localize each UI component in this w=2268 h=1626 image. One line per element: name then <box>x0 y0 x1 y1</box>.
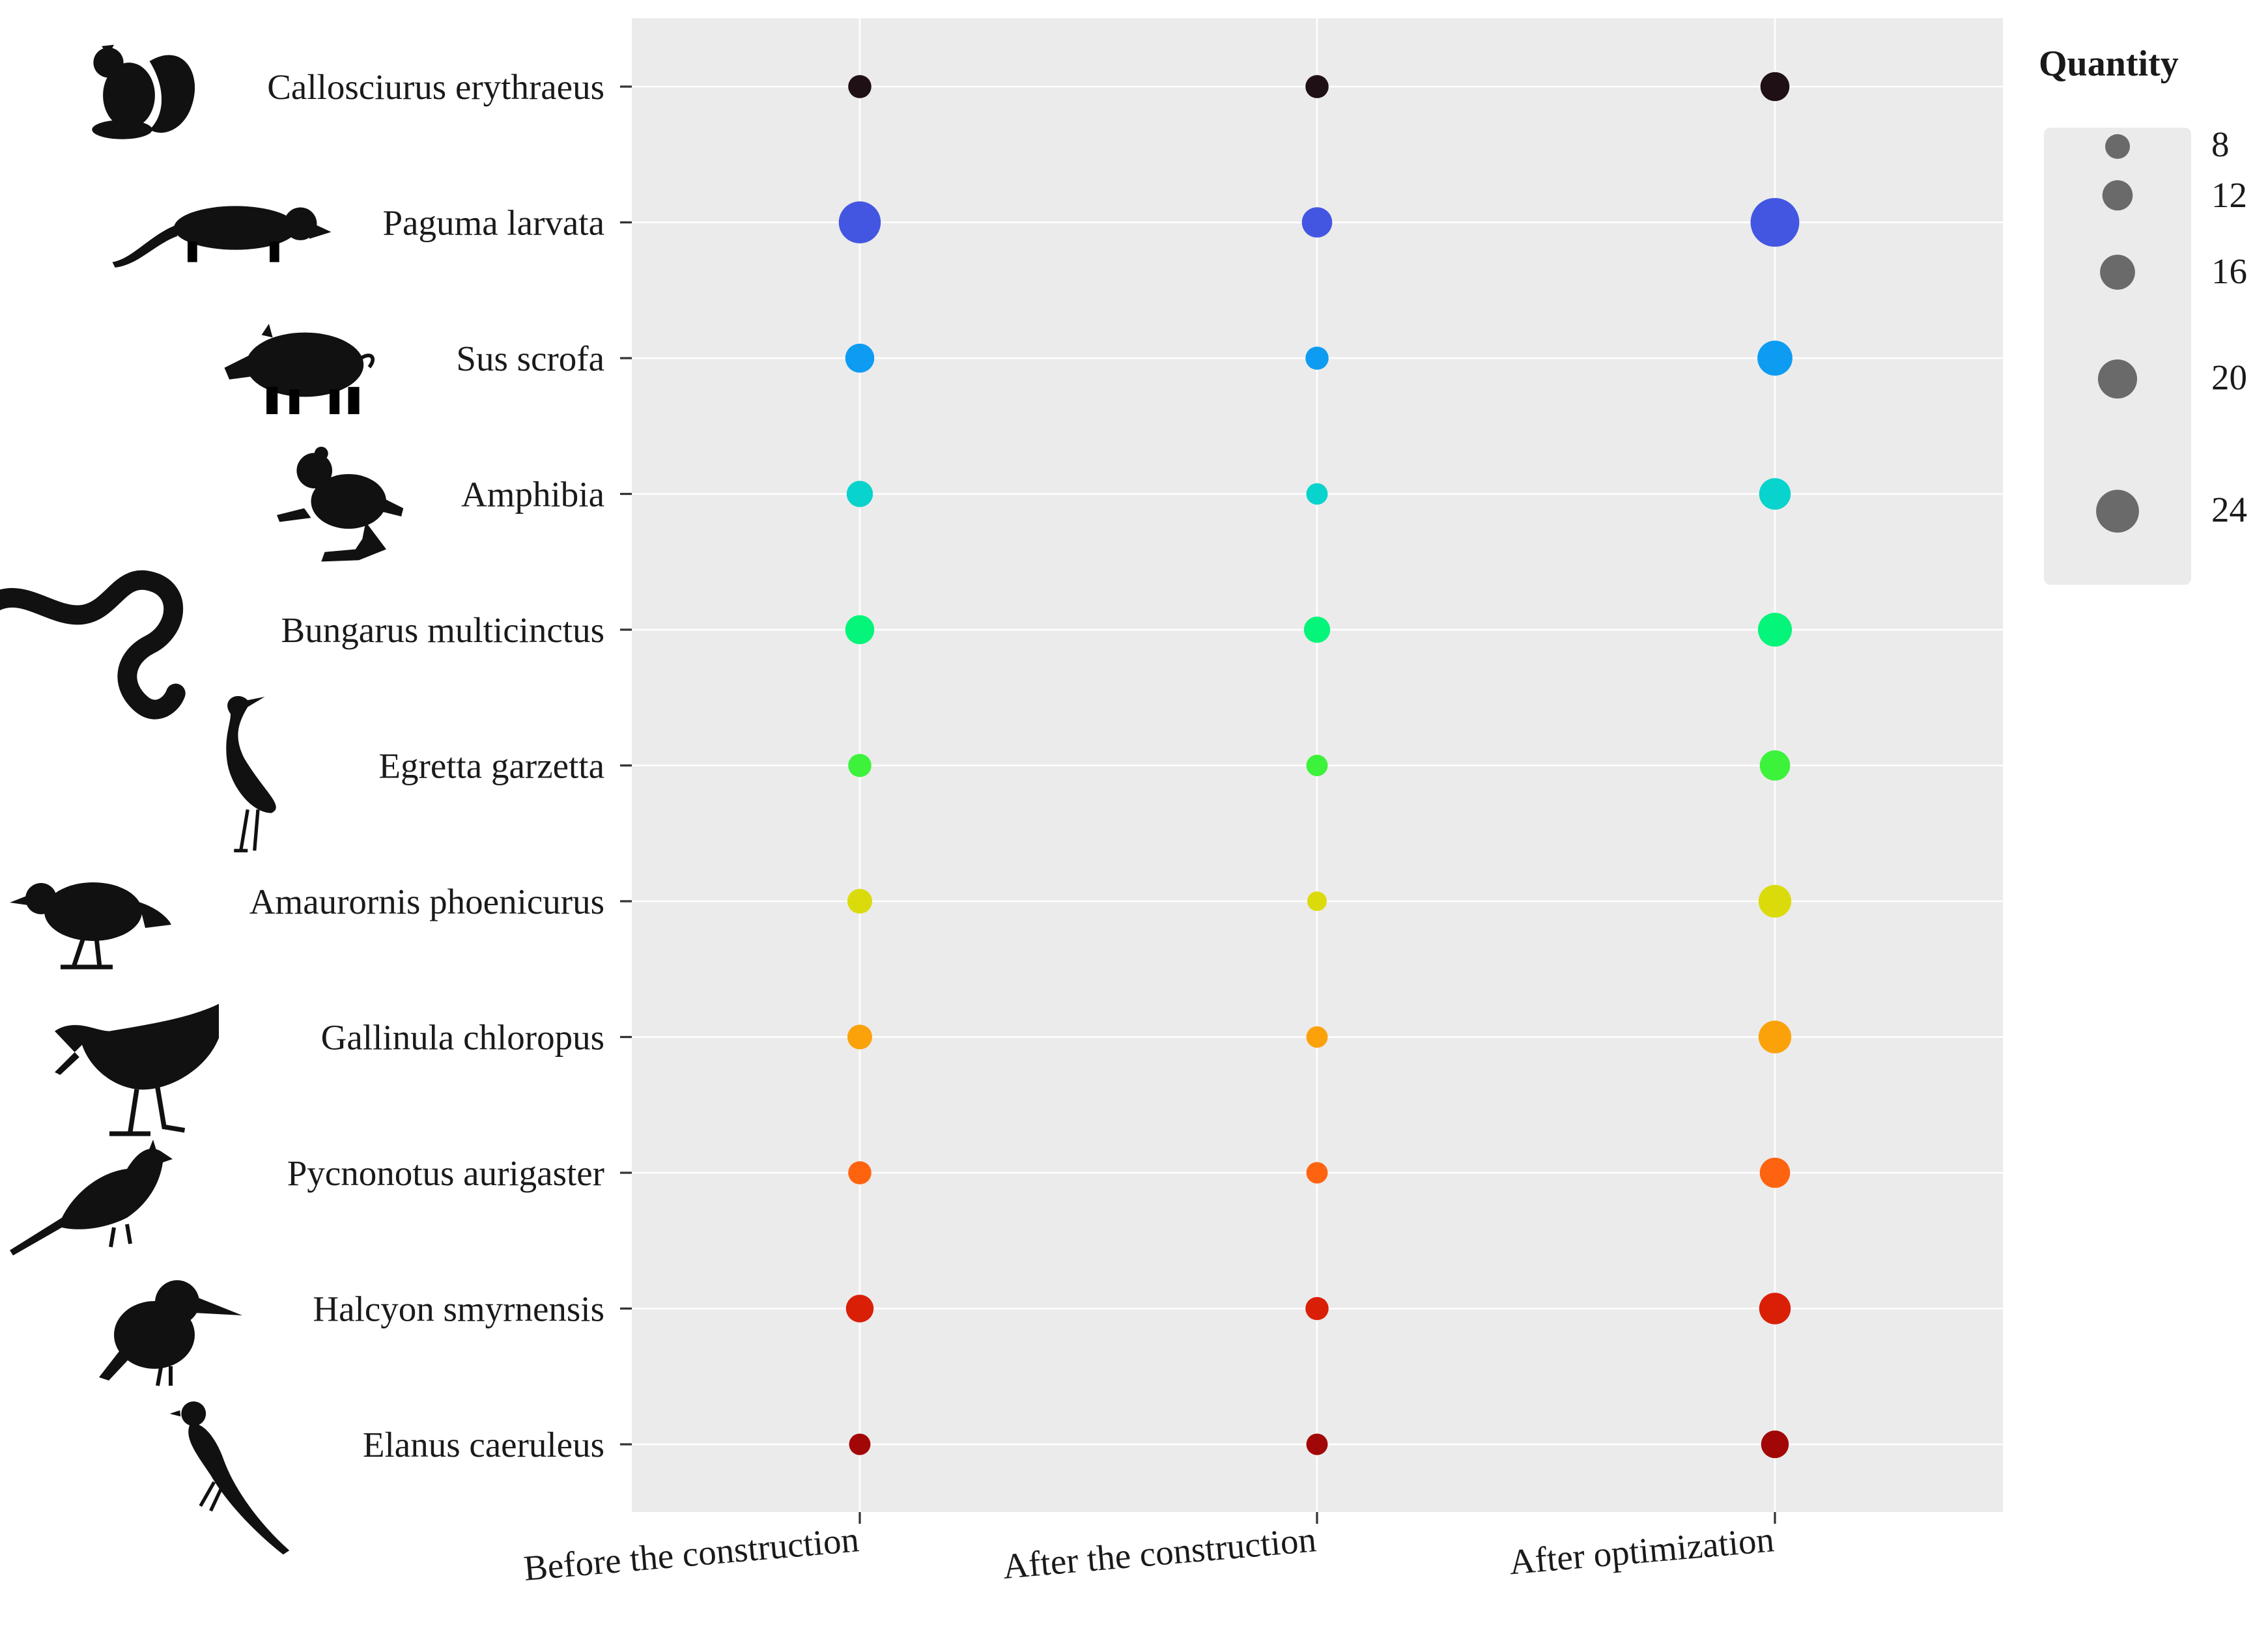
legend-key-circle <box>2096 490 2139 533</box>
snake-icon <box>0 570 186 720</box>
data-point <box>1757 612 1793 647</box>
legend-label: 16 <box>2211 251 2247 291</box>
frog-icon <box>277 447 404 562</box>
moorhen-icon <box>55 1003 220 1136</box>
data-point <box>848 75 872 98</box>
data-point <box>1757 341 1793 376</box>
legend-title: Quantity <box>2039 44 2179 84</box>
y-tick-label: Pycnonotus aurigaster <box>287 1153 604 1193</box>
y-tick-label: Amphibia <box>461 475 604 514</box>
squirrel-icon <box>92 44 195 139</box>
data-point <box>1306 1026 1328 1048</box>
kingfisher-icon <box>99 1280 242 1386</box>
legend-key-circle <box>2105 133 2131 160</box>
data-point <box>1759 478 1791 510</box>
y-tick-label: Egretta garzetta <box>378 746 604 786</box>
y-tick-label: Amaurornis phoenicurus <box>249 882 604 921</box>
data-point <box>848 1161 872 1184</box>
data-point <box>1306 1162 1328 1184</box>
data-point <box>845 343 875 373</box>
data-point <box>849 1433 871 1455</box>
legend-key-box <box>2044 128 2191 585</box>
data-point <box>1750 198 1800 247</box>
data-point <box>1307 891 1327 912</box>
y-tick-label: Paguma larvata <box>382 203 604 243</box>
y-tick-label: Gallinula chloropus <box>321 1018 604 1058</box>
bulbul-icon <box>10 1140 173 1255</box>
data-point <box>1303 616 1331 643</box>
legend-key-circle <box>2102 180 2133 211</box>
data-point <box>1758 884 1792 918</box>
data-point <box>847 1024 873 1050</box>
y-tick-label: Bungarus multicinctus <box>281 610 604 650</box>
x-tick-label: Before the construction <box>522 1519 860 1588</box>
data-point <box>845 615 875 645</box>
kite-icon <box>169 1401 290 1555</box>
data-point <box>1759 1293 1791 1325</box>
civet-icon <box>112 206 332 268</box>
legend-label: 24 <box>2211 490 2247 529</box>
y-tick-label: Halcyon smyrnensis <box>313 1289 604 1329</box>
data-point <box>846 481 873 507</box>
x-tick-label: After optimization <box>1507 1519 1776 1582</box>
data-point <box>847 888 873 914</box>
data-point <box>838 201 881 244</box>
data-point <box>1759 750 1791 781</box>
legend-key-circle <box>2097 359 2138 399</box>
data-point <box>1759 1157 1791 1188</box>
legend-label: 12 <box>2211 175 2247 215</box>
x-tick-label: After the construction <box>1001 1519 1318 1586</box>
data-point <box>1761 1430 1789 1459</box>
y-tick-label: Sus scrofa <box>456 339 604 378</box>
legend-key-circle <box>2100 255 2135 290</box>
data-point <box>848 753 872 778</box>
data-point <box>845 1295 874 1323</box>
waterhen-icon <box>10 882 171 970</box>
legend-label: 8 <box>2211 124 2230 164</box>
legend-label: 20 <box>2211 357 2247 397</box>
y-tick-label: Callosciurus erythraeus <box>267 67 604 107</box>
data-point <box>1305 346 1329 370</box>
data-point <box>1305 1297 1329 1321</box>
y-tick-label: Elanus caeruleus <box>363 1425 604 1465</box>
data-point <box>1306 1433 1328 1455</box>
data-point <box>1306 755 1328 776</box>
data-point <box>1760 72 1790 102</box>
data-point <box>1758 1020 1792 1054</box>
data-point <box>1301 207 1333 238</box>
data-point <box>1306 483 1328 505</box>
egret-icon <box>226 695 276 852</box>
boar-icon <box>224 324 375 414</box>
data-point <box>1305 75 1329 98</box>
